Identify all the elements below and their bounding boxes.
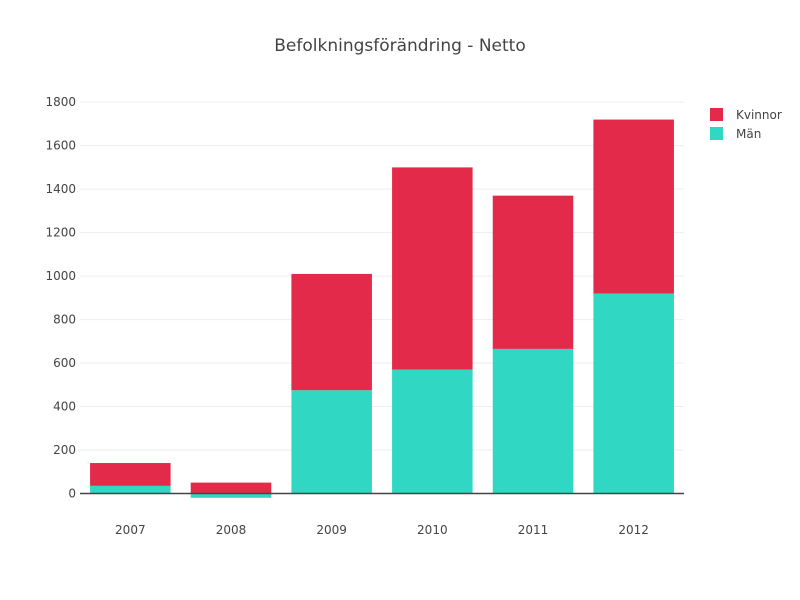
legend-swatch-kvinnor[interactable] [710,108,723,121]
bar-mn-2007 [90,485,171,494]
y-tick-label: 600 [53,356,76,370]
gridlines [80,101,684,451]
x-tick-label: 2008 [216,523,247,537]
x-tick-label: 2011 [518,523,549,537]
y-tick-label: 1600 [45,139,76,153]
bar-kvinnor-2007 [90,463,171,486]
bar-kvinnor-2010 [392,167,473,370]
legend: Kvinnor Män [710,108,782,141]
y-tick-label: 1000 [45,269,76,283]
bar-mn-2009 [291,390,372,494]
legend-label[interactable]: Män [736,127,761,141]
y-tick-label: 1200 [45,226,76,240]
chart-title: Befolkningsförändring - Netto [274,36,525,56]
bar-mn-2012 [593,293,674,494]
bar-kvinnor-2009 [291,273,372,391]
x-tick-label: 2012 [618,523,649,537]
x-axis-ticks: 2007 2008 2009 2010 2011 2012 [115,523,649,537]
bar-kvinnor-2012 [593,119,674,294]
x-tick-label: 2010 [417,523,448,537]
y-tick-label: 400 [53,400,76,414]
legend-label[interactable]: Kvinnor [736,108,782,122]
x-tick-label: 2009 [316,523,347,537]
y-tick-label: 0 [68,486,76,500]
y-tick-label: 1400 [45,182,76,196]
x-tick-label: 2007 [115,523,146,537]
bar-mn-2011 [492,348,574,494]
y-tick-label: 200 [53,443,76,457]
legend-swatch-mn[interactable] [710,127,723,140]
bar-kvinnor-2008 [190,482,272,494]
bar-mn-2010 [392,369,473,494]
bars [90,119,674,498]
y-tick-label: 800 [53,313,76,327]
y-tick-label: 1800 [45,95,76,109]
bar-kvinnor-2011 [492,195,574,349]
bar-mn-2008 [190,493,272,498]
y-axis-ticks: 0 200 400 600 800 1000 1200 1400 1600 1800 [45,95,76,500]
